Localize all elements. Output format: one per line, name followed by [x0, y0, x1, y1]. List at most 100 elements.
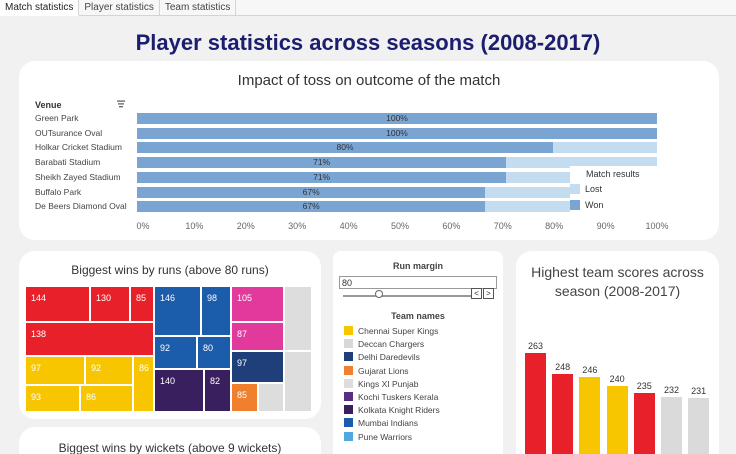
venue-label: Sheikh Zayed Stadium	[35, 171, 121, 182]
team-name: Pune Warriors	[358, 431, 413, 442]
toss-bar-won[interactable]	[137, 157, 507, 169]
tab-bar: Match statistics Player statistics Team …	[0, 0, 736, 16]
treemap-cell[interactable]: 92	[154, 336, 197, 369]
team-legend-item[interactable]: Gujarat Lions	[344, 365, 409, 376]
venue-label: Holkar Cricket Stadium	[35, 142, 122, 153]
team-legend-item[interactable]: Kings XI Punjab	[344, 378, 418, 389]
venue-label: OUTsurance Oval	[35, 127, 103, 138]
score-bar[interactable]	[688, 398, 710, 454]
run-margin-slider-handle[interactable]	[375, 290, 383, 298]
team-legend-item[interactable]: Pune Warriors	[344, 431, 413, 442]
team-swatch	[344, 392, 353, 401]
toss-bar-won[interactable]	[137, 201, 486, 213]
score-bar[interactable]	[606, 385, 628, 454]
legend-item-lost[interactable]: Lost	[570, 184, 602, 194]
score-bar[interactable]	[525, 353, 546, 454]
x-tick-label: 100%	[645, 221, 669, 231]
treemap-cell[interactable]: 130	[90, 286, 130, 322]
team-legend-item[interactable]: Mumbai Indians	[344, 418, 418, 428]
team-legend-item[interactable]: Kochi Tuskers Kerala	[344, 392, 438, 402]
team-swatch	[344, 326, 353, 335]
toss-bar-won[interactable]	[137, 127, 657, 139]
step-prev-button[interactable]: <	[471, 288, 482, 299]
score-bar[interactable]	[633, 392, 655, 454]
treemap-cell[interactable]: 140	[154, 369, 204, 412]
toss-bar-won[interactable]	[137, 186, 486, 198]
wins-by-runs-title: Biggest wins by runs (above 80 runs)	[71, 263, 269, 277]
team-name: Chennai Super Kings	[358, 326, 439, 336]
legend-item-won[interactable]: Won	[570, 200, 603, 210]
x-tick-label: 60%	[442, 221, 461, 231]
team-name: Gujarat Lions	[358, 365, 409, 376]
wins-treemap: 144 130 85 138 146 98 92 80 105 87 97 92…	[25, 286, 335, 412]
venue-label: De Beers Diamond Oval	[35, 201, 127, 212]
score-bar[interactable]	[661, 397, 682, 454]
venue-header: Venue	[35, 100, 62, 110]
treemap-cell[interactable]: 82	[204, 369, 231, 412]
x-tick-label: 20%	[236, 221, 255, 231]
highest-scores-title: Highest team scores across season (2008-…	[531, 264, 704, 299]
tab-team-statistics[interactable]: Team statistics	[160, 0, 237, 16]
team-swatch	[344, 405, 353, 415]
toss-bar-lost[interactable]: 80%	[137, 142, 657, 154]
team-name: Delhi Daredevils	[358, 352, 420, 363]
team-legend-item[interactable]: Kolkata Knight Riders	[344, 405, 440, 415]
treemap-cell[interactable]: 97	[25, 356, 85, 385]
toss-bar-lost[interactable]: 71%	[137, 157, 657, 169]
score-value-label: 232	[663, 385, 680, 396]
treemap-cell[interactable]	[258, 383, 284, 412]
treemap-cell[interactable]: 98	[201, 286, 231, 336]
team-legend-item[interactable]: Delhi Daredevils	[344, 352, 420, 362]
team-legend-item[interactable]: Deccan Chargers	[344, 339, 424, 349]
score-bar[interactable]	[579, 377, 601, 454]
toss-bar-lost[interactable]: 100%	[137, 127, 657, 139]
x-tick-label: 40%	[339, 221, 358, 231]
treemap-cell[interactable]: 80	[197, 336, 231, 369]
treemap-cell[interactable]: 86	[80, 385, 133, 412]
toss-bar-label: 100%	[386, 113, 408, 123]
score-value-label: 235	[636, 380, 652, 391]
toss-bar-lost[interactable]: 67%	[137, 186, 657, 198]
toss-bar-lost[interactable]: 67%	[137, 201, 657, 213]
score-bar[interactable]	[552, 374, 574, 454]
toss-chart-title: Impact of toss on outcome of the match	[237, 72, 501, 89]
run-margin-slider[interactable]	[343, 295, 471, 297]
treemap-cell[interactable]: 144	[25, 286, 90, 322]
treemap-cell[interactable]: 105	[231, 286, 284, 322]
treemap-cell[interactable]: 92	[85, 356, 133, 385]
toss-bar-won[interactable]	[137, 113, 657, 124]
run-margin-input[interactable]	[339, 276, 497, 289]
treemap-cell[interactable]: 146	[154, 286, 201, 336]
treemap-cell[interactable]: 85	[130, 286, 154, 322]
team-swatch	[344, 378, 353, 388]
match-results-legend: Match results Lost Won	[570, 166, 690, 214]
toss-bar-label: 80%	[336, 142, 354, 153]
treemap-cell[interactable]	[284, 286, 312, 351]
treemap-cell[interactable]: 93	[25, 385, 80, 412]
score-value-label: 248	[555, 362, 571, 373]
toss-bar-lost[interactable]: 71%	[137, 171, 657, 183]
wins-by-wickets-card: Biggest wins by wickets (above 9 wickets…	[19, 427, 321, 454]
treemap-cell[interactable]: 138	[25, 322, 154, 356]
toss-bar-label: 100%	[386, 127, 408, 138]
toss-bar-lost[interactable]: 100%	[137, 113, 657, 124]
toss-bar-won[interactable]	[137, 142, 553, 154]
team-legend-item[interactable]: Chennai Super Kings	[344, 326, 438, 336]
treemap-cell[interactable]: 97	[231, 351, 284, 383]
treemap-cell[interactable]: 86	[133, 356, 154, 412]
sort-icon[interactable]	[116, 99, 126, 109]
treemap-cell[interactable]: 87	[231, 322, 284, 351]
treemap-cell[interactable]	[284, 351, 312, 412]
toss-impact-card: Impact of toss on outcome of the match V…	[19, 61, 719, 240]
tab-player-statistics[interactable]: Player statistics	[79, 0, 160, 16]
step-next-button[interactable]: >	[483, 288, 494, 299]
toss-bar-won[interactable]	[137, 171, 507, 183]
tab-match-statistics[interactable]: Match statistics	[0, 0, 80, 16]
x-tick-label: 90%	[596, 221, 615, 231]
legend-label-won: Won	[585, 200, 604, 210]
wins-by-runs-card: Biggest wins by runs (above 80 runs) 144…	[19, 251, 321, 419]
run-margin-filter-card: Run margin < > Team names Chennai Super …	[333, 251, 503, 454]
treemap-cell[interactable]: 85	[231, 383, 258, 412]
team-name: Mumbai Indians	[358, 418, 419, 429]
highest-scores-card: Highest team scores across season (2008-…	[516, 251, 719, 454]
